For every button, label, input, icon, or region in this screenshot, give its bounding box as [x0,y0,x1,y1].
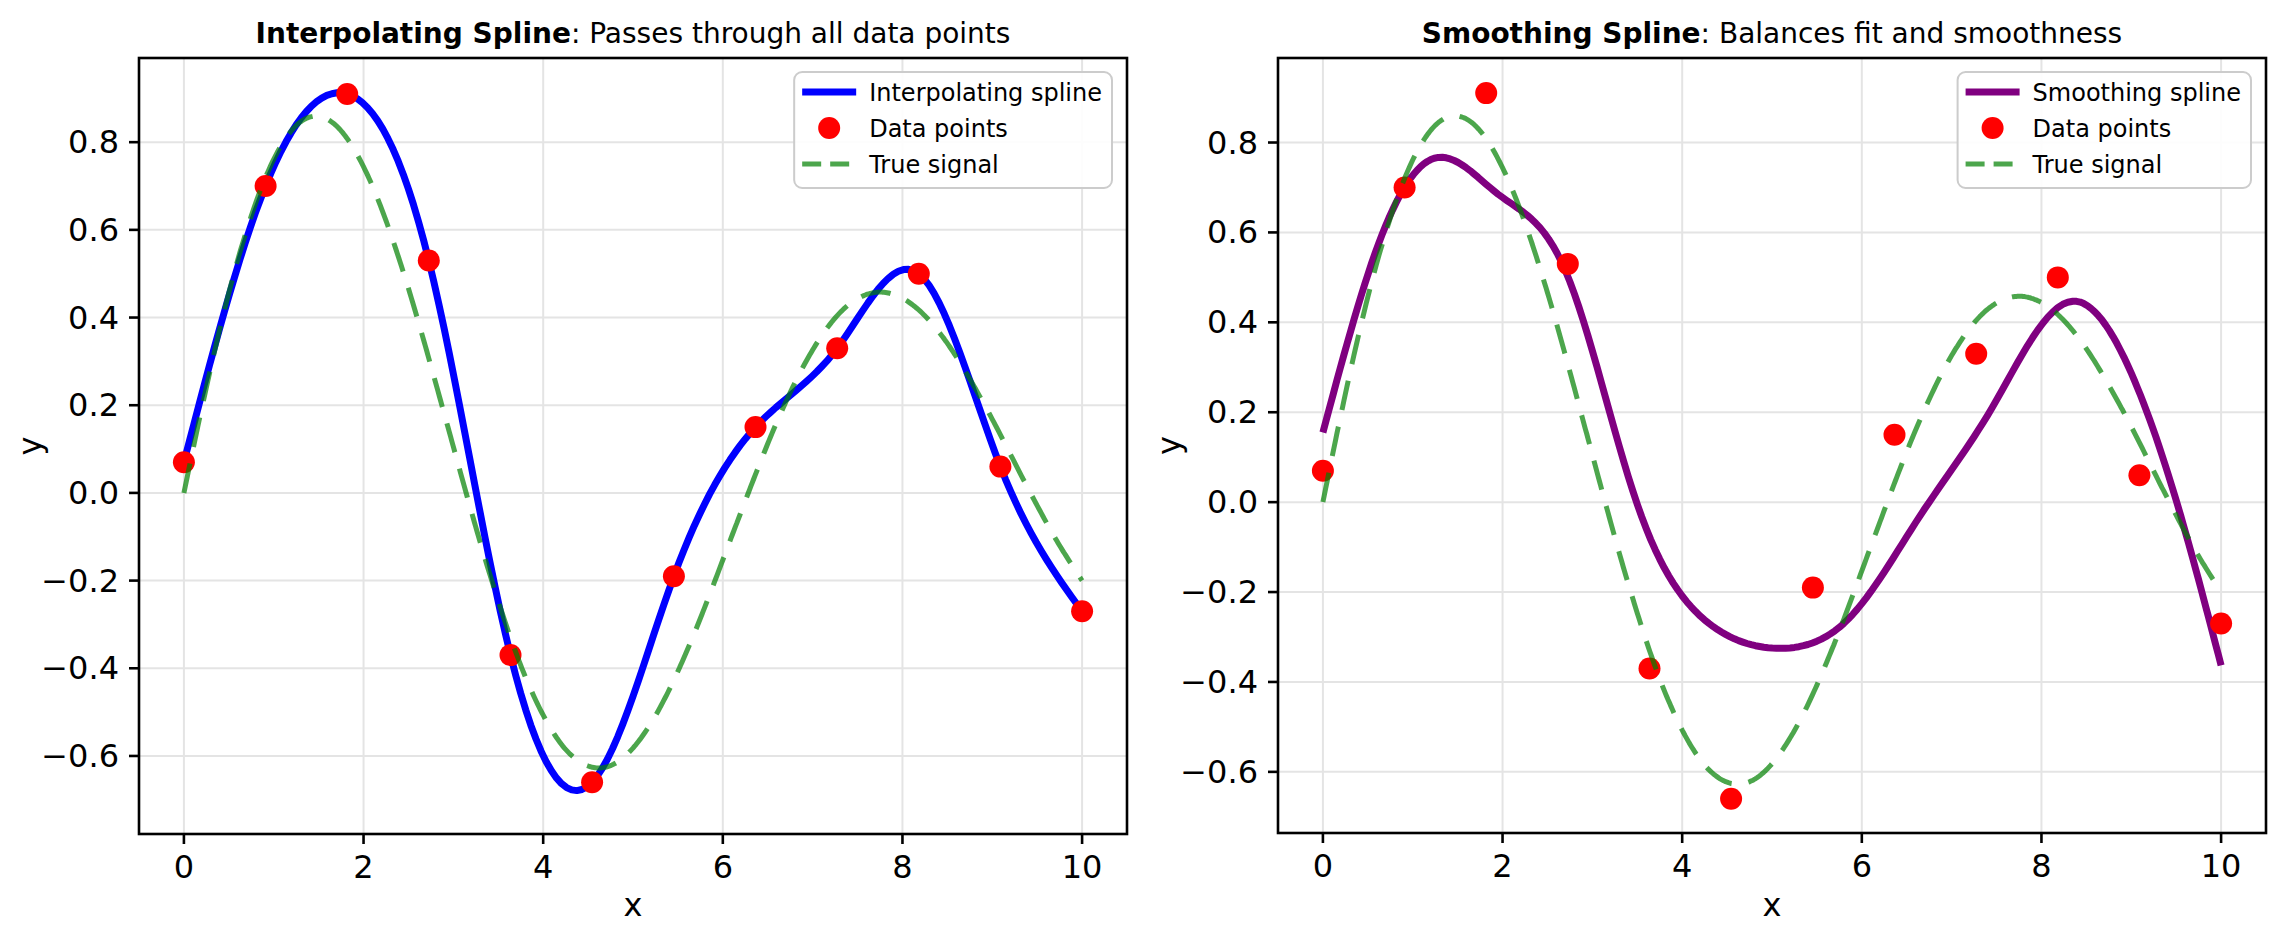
y-tick-label: 0.2 [1207,393,1258,431]
x-tick-label: 0 [1313,847,1333,885]
data-point [745,416,767,438]
spline-comparison-figure: 0 2 4 6 8 10 0.8 0.6 0.4 0.2 0.0 −0.2 −0.4 −0.6 Interp… [0,0,2284,936]
y-tick-label: −0.2 [1180,573,1258,611]
data-point [1802,577,1824,599]
plot-smoothing: 0 2 4 6 8 10 0.8 0.6 0.4 0.2 0.0 −0.2 −0.4 −0.6 Smooth… [1150,17,2266,924]
y-tick-label: 0.4 [1207,303,1258,341]
x-tick-label: 0 [174,848,194,886]
true-signal-curve [184,116,1082,768]
data-point [581,771,603,793]
x-tick-label: 4 [533,848,553,886]
figure: 0 2 4 6 8 10 0.8 0.6 0.4 0.2 0.0 −0.2 −0.4 −0.6 Interp… [0,0,2284,936]
y-axis-label: y [1150,436,1188,455]
data-point [2210,613,2232,635]
x-tick-label: 2 [1492,847,1512,885]
data-point [1475,82,1497,104]
y-tick-label: −0.2 [41,562,119,600]
data-point [1965,343,1987,365]
data-point [1312,460,1334,482]
legend-label: Smoothing spline [2033,79,2241,107]
x-axis-label: x [624,886,643,924]
x-tick-label: 4 [1672,847,1692,885]
data-point [336,83,358,105]
legend-label: Data points [869,115,1008,143]
x-tick-label: 2 [353,848,373,886]
x-tick-label: 6 [713,848,733,886]
plot-title: Interpolating Spline: Passes through all… [256,17,1011,50]
y-axis-label: y [11,437,49,456]
data-point [908,263,930,285]
interpolating-spline-curve [184,93,1082,791]
legend-label: Data points [2033,115,2172,143]
y-tick-label: 0.6 [68,211,119,249]
x-tick-label: 8 [2031,847,2051,885]
y-tick-label: 0.0 [1207,483,1258,521]
x-tick-label: 10 [1062,848,1103,886]
legend-label: True signal [2032,151,2163,179]
data-point [173,451,195,473]
data-point [1557,253,1579,275]
legend-label: Interpolating spline [869,79,1102,107]
y-tick-label: 0.8 [1207,124,1258,162]
x-tick-label: 8 [892,848,912,886]
data-point [1071,600,1093,622]
plot-title: Smoothing Spline: Balances fit and smoot… [1422,17,2122,50]
true-signal-curve [1323,116,2221,784]
x-axis-label: x [1763,886,1782,924]
y-tick-label: −0.4 [41,649,119,687]
x-tick-label: 10 [2201,847,2242,885]
legend: Smoothing spline Data points True signal [1958,72,2251,188]
data-point [1720,788,1742,810]
y-tick-label: 0.2 [68,386,119,424]
data-point [1884,424,1906,446]
x-tick-label: 6 [1852,847,1872,885]
legend: Interpolating spline Data points True sign… [794,72,1112,188]
legend-marker-sample [1982,117,2004,139]
y-tick-label: 0.8 [68,123,119,161]
data-point [418,250,440,272]
legend-label: True signal [868,151,999,179]
data-point [2047,266,2069,288]
y-tick-label: 0.6 [1207,213,1258,251]
y-tick-label: −0.4 [1180,663,1258,701]
y-tick-label: −0.6 [1180,753,1258,791]
y-tick-label: 0.4 [68,299,119,337]
legend-marker-sample [818,117,840,139]
data-point [989,456,1011,478]
y-tick-label: −0.6 [41,737,119,775]
y-tick-label: 0.0 [68,474,119,512]
plot-interpolating: 0 2 4 6 8 10 0.8 0.6 0.4 0.2 0.0 −0.2 −0.4 −0.6 Interp… [11,17,1127,924]
data-points [1312,82,2232,810]
data-point [826,337,848,359]
data-point [2128,464,2150,486]
data-point [663,565,685,587]
